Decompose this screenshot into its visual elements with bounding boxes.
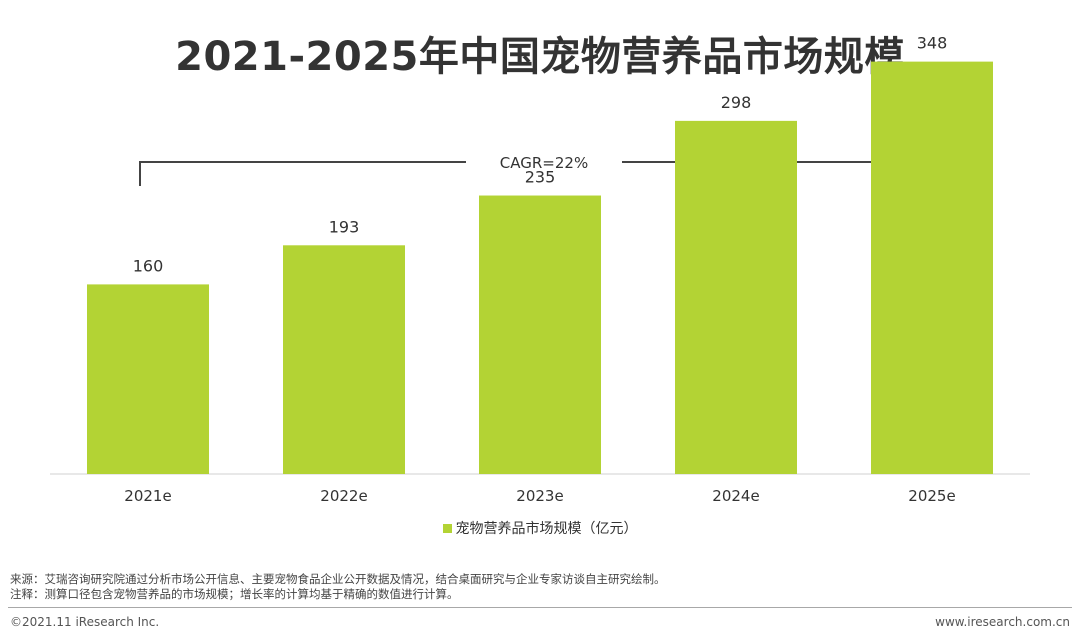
website-text: www.iresearch.com.cn (935, 615, 1070, 629)
footnotes: 来源：艾瑞咨询研究院通过分析市场公开信息、主要宠物食品企业公开数据及情况，结合桌… (10, 572, 666, 602)
data-label-2021e: 160 (133, 256, 164, 275)
x-tick-label-2021e: 2021e (124, 487, 171, 505)
data-label-2024e: 298 (721, 93, 752, 112)
bar-chart: CAGR=22% 160 2021e 193 2022e 235 2023e 298 2024… (50, 34, 1030, 505)
chart-title: 2021-2025年中国宠物营养品市场规模 (175, 34, 905, 80)
x-tick-label-2025e: 2025e (908, 487, 955, 505)
x-tick-label-2023e: 2023e (516, 487, 563, 505)
data-label-2022e: 193 (329, 217, 360, 236)
bar-2022e (283, 245, 405, 474)
legend-swatch (442, 524, 452, 533)
data-label-2023e: 235 (525, 168, 556, 187)
copyright-text: ©2021.11 iResearch Inc. (10, 615, 160, 629)
data-label-2025e: 348 (917, 34, 948, 53)
bar-2021e (87, 284, 209, 474)
cagr-label: CAGR=22% (500, 154, 588, 172)
bar-2023e (479, 195, 601, 474)
bar-2024e (675, 120, 797, 475)
cagr-bracket-left (139, 161, 466, 186)
legend: 宠物营养品市场规模（亿元） (0, 518, 1080, 538)
legend-label: 宠物营养品市场规模（亿元） (455, 521, 638, 537)
bar-2025e (871, 61, 993, 475)
x-tick-label-2024e: 2024e (712, 487, 759, 505)
x-tick-label-2022e: 2022e (320, 487, 367, 505)
remark-note: 注释：测算口径包含宠物营养品的市场规模；增长率的计算均基于精确的数值进行计算。 (10, 587, 459, 601)
source-note: 来源：艾瑞咨询研究院通过分析市场公开信息、主要宠物食品企业公开数据及情况，结合桌… (10, 572, 666, 586)
footer-divider (8, 607, 1072, 608)
